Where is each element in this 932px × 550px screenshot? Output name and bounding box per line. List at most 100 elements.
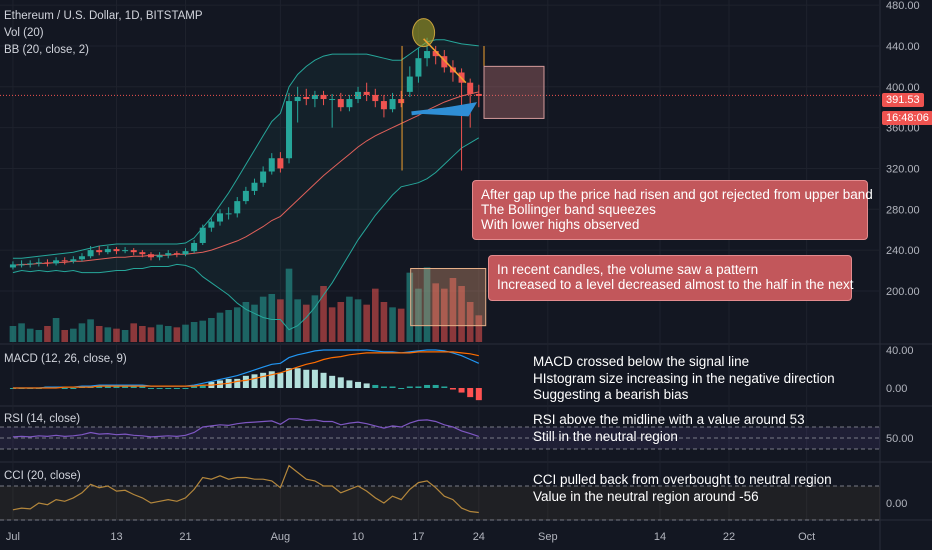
macd-histogram-bar — [234, 378, 241, 388]
candle-body — [441, 56, 448, 68]
callout-line: The Bollinger band squeezes — [481, 202, 656, 217]
candle-body — [96, 250, 103, 253]
candle-body — [217, 213, 223, 222]
volume-bar — [208, 318, 215, 342]
macd-histogram-bar — [156, 388, 163, 389]
macd-histogram-bar — [70, 388, 77, 389]
volume-bar — [216, 312, 224, 342]
rsi-band-fill — [0, 427, 880, 449]
candle-body — [268, 158, 275, 172]
macd-legend[interactable]: MACD (12, 26, close, 9) — [4, 353, 127, 365]
volume-bar — [406, 272, 414, 342]
macd-tick-label: 0.00 — [886, 383, 907, 395]
candle — [389, 92, 396, 113]
time-tick-label: Jul — [6, 531, 20, 543]
candle-body — [432, 51, 439, 57]
volume-bar — [78, 323, 86, 342]
volume-bar — [52, 318, 60, 342]
candle — [294, 86, 301, 123]
macd-histogram-bar — [398, 388, 405, 389]
macd-histogram-bar — [96, 386, 103, 388]
candle-body — [61, 260, 68, 262]
candle — [329, 93, 336, 128]
candle-body — [475, 93, 482, 96]
candle — [61, 257, 68, 265]
volume-bar — [397, 308, 405, 342]
callout-line: After gap up the price had risen and got… — [481, 187, 873, 202]
candle — [467, 78, 474, 128]
macd-note: MACD crossed below the signal line — [533, 354, 750, 369]
volume-bar — [475, 315, 483, 342]
volume-bar — [371, 288, 379, 342]
macd-histogram-bar — [467, 388, 474, 398]
time-tick-label: 14 — [654, 531, 666, 543]
volume-bar — [173, 327, 181, 342]
volume-legend[interactable]: Vol (20) — [4, 27, 44, 39]
time-tick-label: 21 — [179, 531, 191, 543]
macd-histogram-bar — [173, 388, 180, 389]
time-tick-label: 22 — [723, 531, 735, 543]
candle — [35, 258, 42, 267]
bollinger-lower-band — [12, 137, 480, 331]
candle — [277, 152, 284, 173]
candle-body — [27, 263, 34, 265]
volume-bar — [449, 278, 457, 342]
candle-body — [320, 94, 327, 100]
macd-histogram-bar — [113, 386, 120, 388]
candle — [320, 90, 327, 106]
candle-body — [294, 96, 301, 102]
volume-bar — [277, 299, 284, 342]
cci-line — [12, 464, 479, 514]
candle-body — [329, 99, 336, 101]
candle — [208, 218, 215, 232]
candle-body — [234, 201, 241, 214]
time-tick-label: Aug — [271, 531, 291, 543]
volume-bar — [259, 296, 267, 342]
candle — [78, 253, 85, 262]
macd-histogram-bar — [286, 368, 293, 388]
macd-histogram-bar — [182, 388, 189, 389]
candle-body — [467, 82, 474, 94]
volume-bar — [415, 288, 422, 342]
time-tick-label: 13 — [110, 531, 122, 543]
cci-legend[interactable]: CCI (20, close) — [4, 470, 81, 482]
macd-histogram-bar — [320, 372, 327, 388]
candle-body — [87, 250, 94, 257]
bollinger-legend[interactable]: BB (20, close, 2) — [4, 44, 90, 56]
candle — [173, 251, 180, 258]
callout-line: With lower highs observed — [481, 217, 640, 232]
candle — [165, 250, 172, 259]
candle — [44, 259, 51, 267]
projection-box — [483, 65, 545, 119]
candle — [260, 166, 267, 187]
volume-bar — [285, 268, 293, 342]
cci-note: CCI pulled back from overbought to neutr… — [533, 472, 832, 487]
candle — [9, 261, 16, 270]
candle-body — [242, 190, 249, 202]
candle — [234, 197, 241, 218]
candle-body — [165, 253, 172, 256]
candle-body — [398, 99, 405, 104]
rsi-legend[interactable]: RSI (14, close) — [4, 413, 81, 425]
macd-histogram-bar — [242, 375, 249, 388]
candle — [406, 66, 413, 97]
volume-bar — [233, 307, 241, 342]
volume-bar — [147, 327, 155, 342]
volume-bar — [466, 302, 474, 342]
candle-body — [122, 250, 129, 252]
volume-bar — [9, 326, 17, 342]
volume-bar — [70, 328, 77, 342]
macd-histogram-bar — [199, 384, 206, 388]
candle — [363, 82, 370, 102]
candle — [182, 248, 189, 257]
macd-histogram-bar — [311, 369, 318, 388]
macd-histogram-bar — [104, 386, 111, 388]
rsi-tick-label: 50.00 — [886, 433, 914, 445]
candle — [113, 247, 120, 255]
candle — [53, 257, 60, 266]
candle-body — [277, 158, 284, 169]
candle — [225, 207, 232, 220]
candle-body — [355, 91, 362, 100]
candle-body — [18, 264, 25, 266]
macd-histogram-bar — [346, 380, 353, 388]
